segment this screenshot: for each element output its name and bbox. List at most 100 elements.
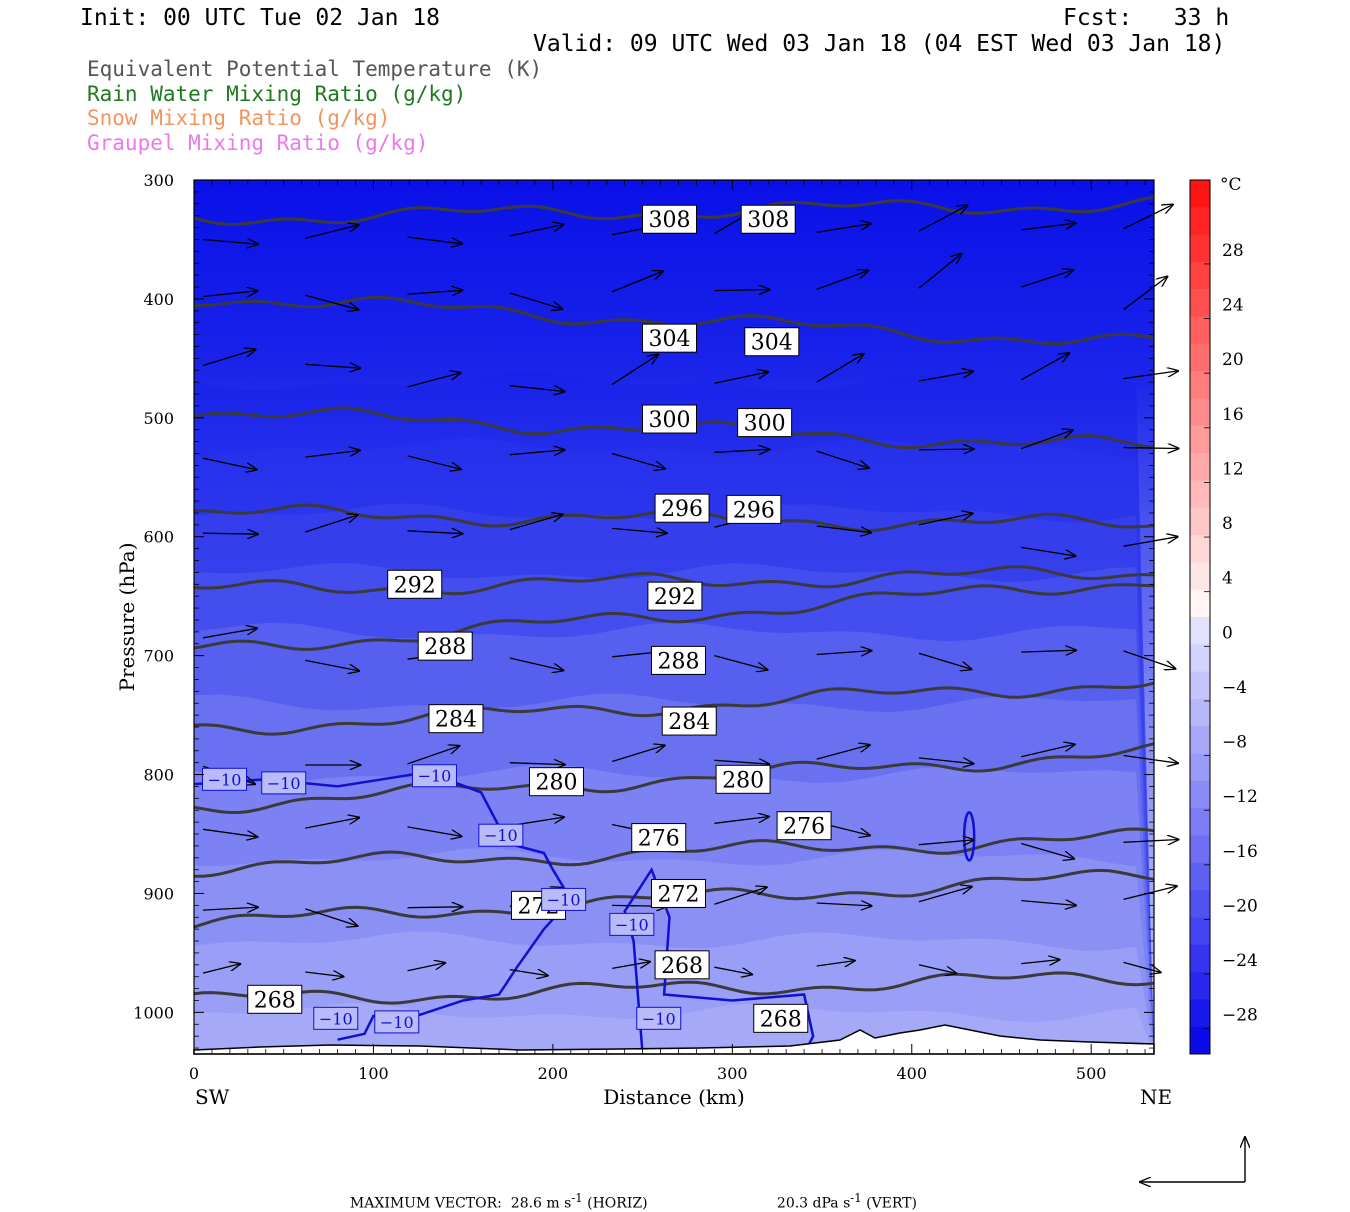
wind-vector (611, 745, 665, 763)
thetae-contour-280 (193, 742, 1155, 814)
colorbar-segment (1190, 999, 1210, 1028)
colorbar-segment (1190, 862, 1210, 891)
wind-vector (612, 528, 667, 533)
svg-text:300: 300 (744, 412, 786, 437)
y-tick-label: 400 (143, 290, 174, 309)
x-tick-label: 300 (717, 1064, 748, 1083)
colorbar-segment (1190, 562, 1210, 591)
wind-vector (202, 240, 258, 245)
wind-vector (611, 271, 663, 293)
y-tick-label: 1000 (133, 1003, 174, 1022)
svg-text:268: 268 (661, 954, 703, 979)
colorbar-segment (1190, 726, 1210, 755)
wind-vector (1123, 650, 1176, 669)
colorbar-tick-label: 24 (1222, 296, 1244, 316)
colorbar-frame (1189, 179, 1211, 1055)
wind-vector (509, 292, 563, 309)
colorbar-segment (1190, 371, 1210, 399)
max-vector-vert: 20.3 dPa s-1 (VERT) (776, 1191, 917, 1212)
svg-text:288: 288 (424, 635, 466, 660)
wind-vector (816, 450, 869, 468)
colorbar-segment (1190, 207, 1210, 236)
wind-vector (918, 371, 973, 382)
thetae-contour-288 (193, 583, 1155, 651)
wind-vector (509, 450, 565, 455)
colorbar-segment (1190, 589, 1210, 618)
thetae-label: 300 (642, 404, 698, 434)
wind-vector (407, 963, 446, 972)
wind-vector (816, 903, 872, 906)
svg-text:280: 280 (722, 768, 764, 793)
colorbar-tick-label: 16 (1222, 405, 1244, 425)
svg-text:292: 292 (654, 585, 696, 610)
temperature-label: −10 (411, 764, 457, 788)
wind-vector (1021, 223, 1076, 231)
legend-graupel: Graupel Mixing Ratio (g/kg) (87, 131, 429, 155)
thetae-label: 296 (726, 494, 782, 524)
colorbar-segment (1190, 698, 1210, 727)
wind-vector (918, 887, 972, 903)
svg-text:276: 276 (783, 815, 825, 840)
colorbar-segment (1190, 671, 1210, 700)
forecast-hour: Fcst: 33 h (1063, 5, 1230, 31)
colorbar-segment (1190, 507, 1210, 536)
wind-vector (509, 763, 565, 765)
thetae-label: 288 (417, 631, 473, 661)
legend-snow: Snow Mixing Ratio (g/kg) (87, 106, 391, 130)
temperature-label: −10 (609, 912, 655, 936)
wind-vector (305, 294, 358, 309)
svg-text:308: 308 (747, 208, 789, 233)
colorbar-tick-label: −16 (1222, 842, 1258, 862)
wind-vector (1021, 546, 1075, 556)
thetae-label: 280 (715, 764, 771, 794)
y-tick-label: 800 (143, 766, 174, 785)
temperature-label: −10 (541, 887, 587, 911)
wind-vector (714, 290, 769, 291)
colorbar-segment (1190, 808, 1210, 836)
x-tick-label: 0 (189, 1064, 199, 1083)
colorbar-tick-label: 12 (1222, 459, 1244, 479)
x-end-right-label: NE (1140, 1085, 1172, 1109)
reference-vector (1140, 1137, 1245, 1182)
wind-vector (611, 355, 658, 386)
wind-vector (202, 349, 256, 367)
colorbar-unit: °C (1220, 175, 1242, 195)
wind-vector (1021, 650, 1076, 652)
wind-vector (918, 513, 973, 526)
thetae-label: 308 (642, 204, 698, 234)
svg-text:296: 296 (661, 497, 703, 522)
wind-vector (509, 385, 565, 392)
wind-vector (714, 654, 767, 670)
init-time: Init: 00 UTC Tue 02 Jan 18 (80, 5, 441, 31)
wind-vector (816, 224, 871, 233)
colorbar-segment (1190, 453, 1210, 481)
temperature-label: −10 (374, 1010, 420, 1034)
axes: 300 400 500 600 700 800 900 1000 0 100 200 300 400 50… (133, 171, 1154, 1083)
wind-vector (1020, 270, 1073, 288)
wind-vector (407, 826, 462, 837)
wind-vector (1123, 371, 1179, 380)
wind-vector (816, 651, 872, 655)
colorbar-segment (1190, 343, 1210, 372)
valid-time: Valid: 09 UTC Wed 03 Jan 18 (04 EST Wed … (533, 31, 1226, 57)
colorbar-segment (1190, 780, 1210, 809)
wind-vector (509, 225, 564, 237)
temperature-label: −10 (202, 767, 248, 791)
thetae-label: 280 (528, 767, 584, 797)
wind-vector (202, 291, 258, 298)
y-tick-label: 900 (143, 884, 174, 903)
colorbar-tick-label: 28 (1222, 241, 1244, 261)
thetae-label: 276 (631, 823, 687, 853)
wind-vector (202, 828, 257, 837)
thetae-label: 272 (650, 878, 706, 908)
svg-text:308: 308 (649, 208, 691, 233)
wind-vector (714, 449, 769, 452)
colorbar-segment (1190, 316, 1210, 345)
colorbar-segment (1190, 972, 1210, 1000)
svg-text:−10: −10 (418, 767, 452, 786)
thetae-label: 276 (776, 811, 832, 841)
wind-vector (1021, 744, 1075, 758)
wind-vector (918, 840, 974, 845)
colorbar-tick-label: −8 (1222, 733, 1247, 753)
wind-vector (714, 887, 766, 905)
